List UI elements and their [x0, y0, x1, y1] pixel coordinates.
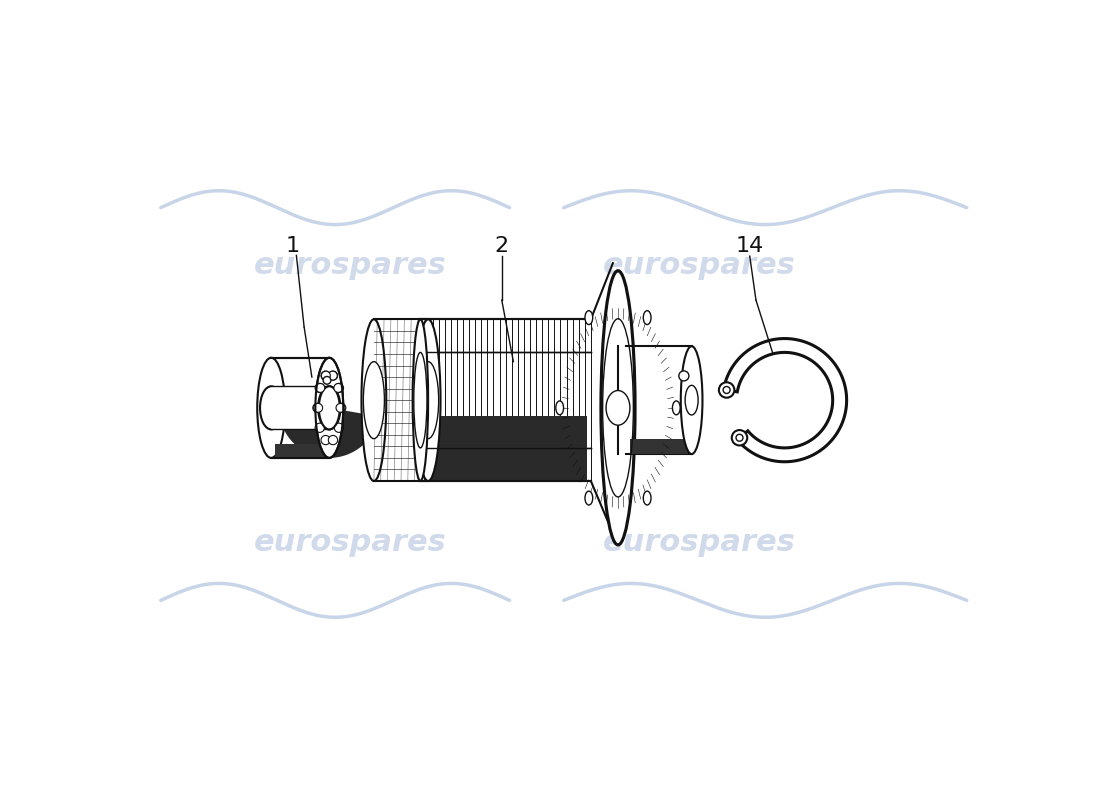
Ellipse shape [681, 346, 703, 454]
Ellipse shape [316, 358, 343, 458]
Ellipse shape [362, 319, 386, 481]
Ellipse shape [414, 353, 427, 448]
Circle shape [315, 383, 324, 393]
Polygon shape [275, 444, 326, 458]
Text: eurospares: eurospares [603, 251, 795, 280]
Circle shape [334, 423, 343, 432]
Circle shape [312, 403, 322, 413]
Polygon shape [272, 386, 329, 430]
Circle shape [321, 371, 330, 380]
Ellipse shape [585, 310, 593, 325]
Text: eurospares: eurospares [254, 251, 447, 280]
Polygon shape [425, 415, 587, 481]
Circle shape [328, 371, 338, 380]
Ellipse shape [585, 491, 593, 505]
Polygon shape [724, 338, 847, 462]
Polygon shape [420, 319, 591, 481]
Circle shape [679, 371, 689, 381]
Circle shape [328, 371, 338, 380]
Text: 14: 14 [736, 236, 763, 256]
Circle shape [719, 382, 735, 398]
Text: eurospares: eurospares [254, 528, 447, 557]
Circle shape [334, 383, 343, 392]
Ellipse shape [318, 386, 341, 430]
Ellipse shape [672, 401, 680, 414]
Circle shape [321, 371, 330, 380]
Ellipse shape [685, 386, 698, 415]
Polygon shape [629, 438, 688, 454]
Circle shape [323, 377, 331, 384]
Circle shape [316, 383, 324, 392]
Circle shape [732, 430, 747, 446]
Circle shape [321, 435, 330, 445]
Ellipse shape [260, 386, 283, 430]
Circle shape [328, 435, 338, 445]
Circle shape [723, 386, 730, 394]
Polygon shape [272, 358, 329, 458]
Polygon shape [374, 319, 428, 481]
Text: eurospares: eurospares [603, 528, 795, 557]
Text: 1: 1 [285, 236, 299, 256]
Circle shape [334, 383, 343, 393]
Ellipse shape [644, 491, 651, 505]
Circle shape [736, 434, 743, 442]
Ellipse shape [319, 386, 340, 430]
Circle shape [337, 403, 345, 413]
Text: 2: 2 [495, 236, 509, 256]
Ellipse shape [606, 390, 630, 425]
Ellipse shape [601, 270, 635, 545]
Circle shape [314, 403, 322, 412]
Ellipse shape [416, 319, 440, 481]
Ellipse shape [418, 362, 439, 438]
Circle shape [336, 403, 345, 412]
Ellipse shape [363, 362, 384, 438]
Circle shape [315, 423, 324, 432]
Ellipse shape [644, 310, 651, 325]
Ellipse shape [556, 401, 563, 414]
Ellipse shape [257, 358, 285, 458]
Ellipse shape [412, 319, 428, 481]
Wedge shape [279, 408, 378, 458]
